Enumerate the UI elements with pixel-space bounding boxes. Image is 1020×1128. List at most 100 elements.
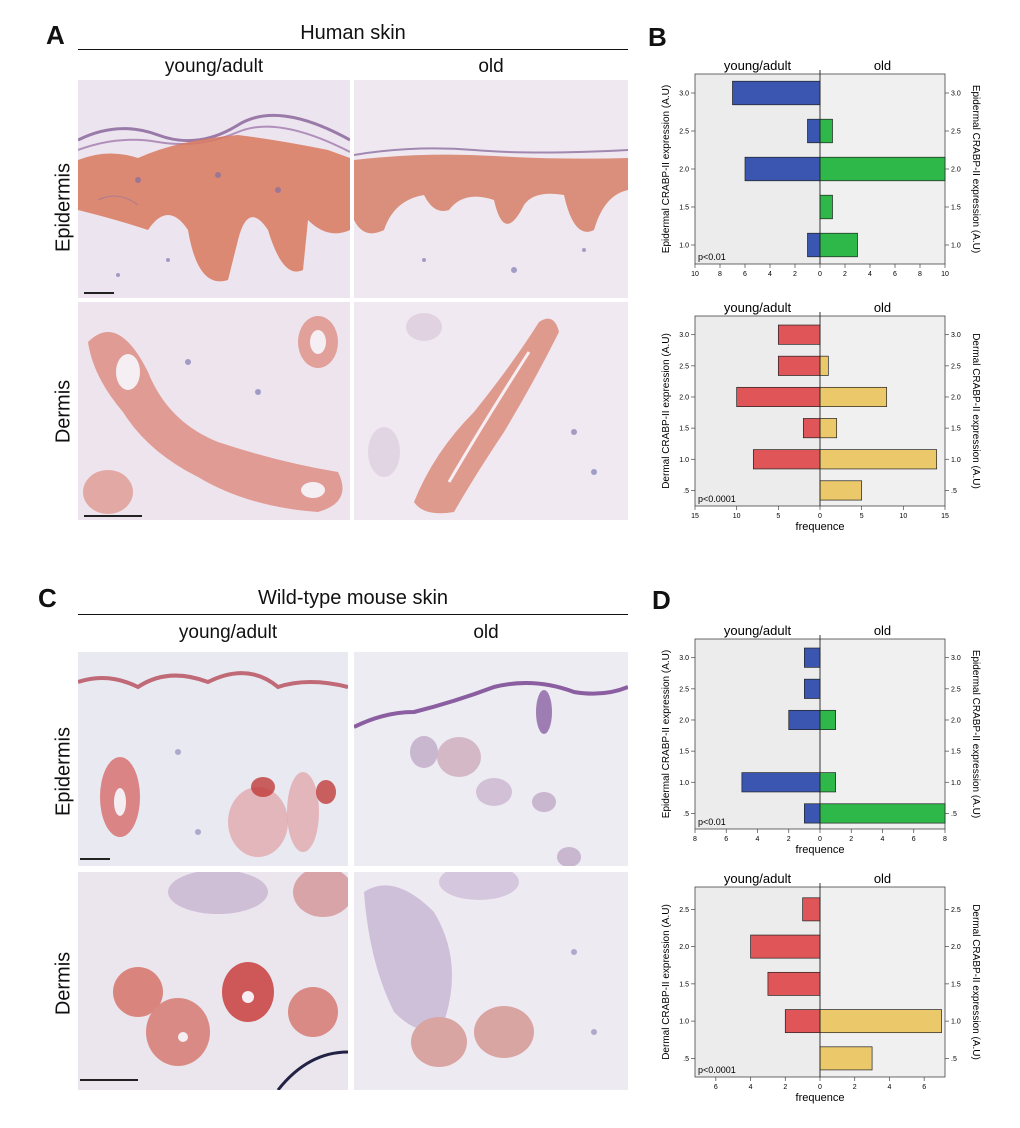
bar-old [819,709,836,730]
p-value-annotation: p<0.01 [698,252,726,262]
y-axis-label-right: Epidermal CRABP-II expression (A.U) [970,650,981,818]
panel-letter-c: C [38,583,57,613]
bar-young-adult [767,971,821,996]
y-tick-label-right: 3.0 [951,655,961,662]
panel-a-row-dermis: Dermis [52,379,75,444]
bar-old [819,156,946,182]
micrograph-human-dermis-young [78,302,350,520]
x-tick-label: 4 [868,271,872,278]
chart-left-title: young/adult [724,871,792,886]
x-axis-label: frequence [796,844,845,856]
x-tick-label: 6 [912,836,916,843]
y-tick-label-right: 2.5 [951,686,961,693]
bar-old [819,118,833,144]
panel-c-row-epidermis: Epidermis [52,727,75,816]
y-axis-label-right: Epidermal CRABP-II expression (A.U) [970,85,981,253]
bar-old [819,449,938,470]
x-tick-label: 2 [793,271,797,278]
y-tick-label-right: 1.5 [951,205,961,212]
p-value-annotation: p<0.01 [698,817,726,827]
x-tick-label: 2 [849,836,853,843]
y-tick-label-left: 1.0 [679,1019,689,1026]
x-tick-label: 10 [733,513,741,520]
x-axis-label: frequence [796,521,845,533]
x-axis-label: frequence [796,1092,845,1104]
x-tick-label: 8 [718,271,722,278]
scale-bar [84,292,114,294]
y-tick-label-right: 1.0 [951,243,961,250]
bar-young-adult [752,449,821,470]
chart-svg: young/adult old .5 .5 1.0 1.0 1.5 1.5 2.0 2.0 2.5 2… [661,300,981,533]
y-tick-label-left: 1.5 [679,426,689,433]
plot-bg-left [695,639,820,829]
bar-old [819,194,833,220]
y-tick-label-right: 2.0 [951,717,961,724]
y-axis-label-left: Dermal CRABP-II expression (A.U) [661,904,672,1060]
scale-bar [84,515,142,517]
bar-young-adult [802,418,821,439]
chart-svg: young/adult old .5 .5 1.0 1.0 1.5 1.5 2.0 2.0 2.5 2… [661,623,981,856]
panel-c-col-young: young/adult [178,622,278,643]
chart-b-top: young/adult old 1.0 1.0 1.5 1.5 2.0 2.0 2.5 2.5 3.… [655,50,985,286]
y-axis-label-left: Epidermal CRABP-II expression (A.U) [661,650,672,818]
chart-left-title: young/adult [724,300,792,315]
y-tick-label-left: 1.0 [679,243,689,250]
x-tick-label: 6 [714,1084,718,1091]
y-tick-label-left: 3.0 [679,91,689,98]
x-tick-label: 10 [941,271,949,278]
panel-a-row-epidermis: Epidermis [52,163,75,252]
panel-a-title: Human skin [300,22,406,44]
y-axis-label-left: Epidermal CRABP-II expression (A.U) [661,85,672,253]
y-axis-label-right: Dermal CRABP-II expression (A.U) [970,904,981,1060]
chart-d-bottom: young/adult old .5 .5 1.0 1.0 1.5 1.5 2.0 2.0 2.5 2… [655,863,985,1104]
x-tick-label: 8 [693,836,697,843]
panel-letter-d: D [652,585,671,615]
y-tick-label-right: .5 [951,1056,957,1063]
x-tick-label: 5 [776,513,780,520]
panel-c-title-rule [78,614,628,615]
bar-young-adult [777,324,821,345]
y-tick-label-left: .5 [683,811,689,818]
x-tick-label: 0 [818,1084,822,1091]
y-tick-label-left: 1.0 [679,780,689,787]
y-tick-label-right: 2.5 [951,363,961,370]
panel-letter-a: A [46,20,65,50]
bar-old [819,1009,942,1034]
x-tick-label: 6 [893,271,897,278]
bar-young-adult [732,80,821,106]
chart-right-title: old [874,300,891,315]
y-tick-label-left: 3.0 [679,655,689,662]
y-tick-label-left: 2.0 [679,167,689,174]
x-tick-label: 4 [881,836,885,843]
y-tick-label-left: 2.0 [679,717,689,724]
micrograph-mouse-epidermis-young [78,652,348,866]
panel-letter-b: B [648,22,667,52]
y-tick-label-right: 1.0 [951,1019,961,1026]
y-tick-label-left: 3.0 [679,332,689,339]
bar-old [819,772,836,793]
bar-young-adult [804,803,821,824]
chart-svg: young/adult old .5 .5 1.0 1.0 1.5 1.5 2.0 2.0 2.5 2… [661,871,981,1104]
chart-svg: young/adult old 1.0 1.0 1.5 1.5 2.0 2.0 2.5 2.5 3.… [661,58,981,278]
x-tick-label: 10 [899,513,907,520]
bar-young-adult [802,897,821,922]
p-value-annotation: p<0.0001 [698,494,736,504]
y-axis-label-right: Dermal CRABP-II expression (A.U) [970,333,981,489]
chart-d-top: young/adult old .5 .5 1.0 1.0 1.5 1.5 2.0 2.0 2.5 2… [655,615,985,856]
y-tick-label-right: 1.5 [951,426,961,433]
micrograph-mouse-dermis-young [78,872,348,1090]
x-tick-label: 6 [743,271,747,278]
chart-right-title: old [874,871,891,886]
chart-right-title: old [874,58,891,73]
y-tick-label-left: .5 [683,1056,689,1063]
panel-a-title-rule [78,49,628,50]
y-tick-label-right: .5 [951,488,957,495]
y-tick-label-right: 2.5 [951,129,961,136]
panel-c-title: Wild-type mouse skin [257,587,449,609]
y-tick-label-right: 1.0 [951,457,961,464]
y-tick-label-left: 2.5 [679,686,689,693]
bar-young-adult [807,118,821,144]
y-tick-label-right: 2.5 [951,907,961,914]
bar-young-adult [804,647,821,668]
y-tick-label-left: 1.5 [679,749,689,756]
